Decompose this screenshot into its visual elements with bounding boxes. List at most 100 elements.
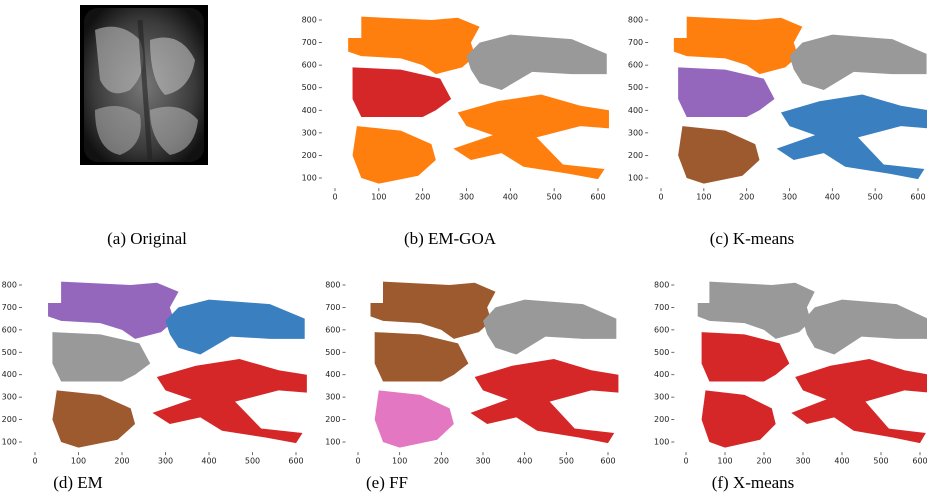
y-tick-label: 200 <box>2 415 17 424</box>
x-tick-label: 100 <box>696 193 711 202</box>
x-tick-label: 100 <box>392 457 407 466</box>
y-tick-label: 100 <box>628 174 643 183</box>
y-tick-label: 300 <box>654 393 669 402</box>
y-tick-label: 300 <box>2 393 17 402</box>
segment-region <box>348 16 480 75</box>
x-tick-label: 500 <box>245 457 260 466</box>
y-tick-label: 500 <box>654 348 669 357</box>
x-tick-label: 0 <box>683 457 688 466</box>
y-tick-label: 800 <box>628 16 643 25</box>
caption: (d) EM <box>53 473 103 492</box>
segment-region <box>673 16 803 75</box>
segment-region <box>52 390 136 448</box>
y-tick-label: 400 <box>2 370 17 379</box>
y-tick-label: 500 <box>2 348 17 357</box>
x-tick-label: 200 <box>756 457 771 466</box>
x-tick-label: 600 <box>590 193 605 202</box>
segment-region <box>352 67 452 118</box>
x-tick-label: 500 <box>873 457 888 466</box>
y-tick-label: 600 <box>654 325 669 334</box>
segment-region <box>678 67 775 118</box>
y-tick-label: 200 <box>628 151 643 160</box>
x-tick-label: 200 <box>434 457 449 466</box>
y-tick-label: 500 <box>325 348 340 357</box>
x-tick-label: 0 <box>355 457 360 466</box>
caption: (c) K-means <box>710 229 795 248</box>
y-tick-label: 100 <box>325 438 340 447</box>
segment-region <box>453 94 609 180</box>
segment-region <box>374 332 469 382</box>
y-tick-label: 300 <box>302 128 317 137</box>
segmentation-plot: 0 100 200 300 400 500 600 100 200 300 400 500 600 700… <box>628 16 927 202</box>
x-tick-label: 600 <box>288 457 303 466</box>
y-tick-label: 800 <box>654 281 669 290</box>
y-tick-label: 200 <box>654 415 669 424</box>
x-tick-label: 600 <box>910 193 925 202</box>
original-image <box>80 5 208 165</box>
segment-region <box>791 359 927 444</box>
y-tick-label: 300 <box>628 128 643 137</box>
x-tick-label: 200 <box>739 193 754 202</box>
y-tick-label: 700 <box>628 38 643 47</box>
y-tick-label: 100 <box>302 174 317 183</box>
y-tick-label: 400 <box>654 370 669 379</box>
segmentation-plot: 0 100 200 300 400 500 600 100 200 300 400 500 600 700… <box>2 281 307 466</box>
y-tick-label: 400 <box>302 106 317 115</box>
y-tick-label: 300 <box>325 393 340 402</box>
segment-region <box>466 34 607 90</box>
y-tick-label: 700 <box>302 38 317 47</box>
segment-region <box>483 299 617 355</box>
x-tick-label: 600 <box>912 457 927 466</box>
y-tick-label: 800 <box>325 281 340 290</box>
y-tick-label: 700 <box>654 303 669 312</box>
x-tick-label: 500 <box>559 457 574 466</box>
y-tick-label: 400 <box>325 370 340 379</box>
x-tick-label: 300 <box>459 193 474 202</box>
x-tick-label: 300 <box>475 457 490 466</box>
y-tick-label: 500 <box>628 83 643 92</box>
x-tick-label: 400 <box>201 457 216 466</box>
x-tick-label: 0 <box>658 193 663 202</box>
segment-region <box>165 299 305 355</box>
x-tick-label: 500 <box>868 193 883 202</box>
segment-region <box>803 299 927 355</box>
segment-region <box>776 94 927 180</box>
x-tick-label: 100 <box>371 193 386 202</box>
y-tick-label: 700 <box>2 303 17 312</box>
segmentation-plot: 0 100 200 300 400 500 600 100 200 300 400 500 600 700… <box>325 281 619 466</box>
y-tick-label: 800 <box>302 16 317 25</box>
segment-region <box>701 332 790 382</box>
x-tick-label: 200 <box>415 193 430 202</box>
y-tick-label: 800 <box>2 281 17 290</box>
x-tick-label: 300 <box>782 193 797 202</box>
x-tick-label: 200 <box>114 457 129 466</box>
x-tick-label: 300 <box>158 457 173 466</box>
y-tick-label: 400 <box>628 106 643 115</box>
x-tick-label: 0 <box>332 193 337 202</box>
x-tick-label: 400 <box>517 457 532 466</box>
segmentation-plot: 0 100 200 300 400 500 600 100 200 300 400 500 600 700… <box>302 16 609 202</box>
segment-region <box>678 126 760 184</box>
caption: (b) EM-GOA <box>404 229 497 248</box>
segment-region <box>701 390 776 448</box>
segment-region <box>697 281 815 339</box>
segment-region <box>52 332 151 382</box>
x-tick-label: 0 <box>32 457 37 466</box>
x-tick-label: 400 <box>503 193 518 202</box>
y-tick-label: 600 <box>2 325 17 334</box>
x-tick-label: 400 <box>825 193 840 202</box>
caption: (e) FF <box>366 473 408 492</box>
segment-region <box>352 126 436 184</box>
y-tick-label: 100 <box>2 438 17 447</box>
caption: (a) Original <box>107 229 187 248</box>
x-tick-label: 100 <box>71 457 86 466</box>
segmentation-plot: 0 100 200 300 400 500 600 100 200 300 400 500 600 700… <box>654 281 927 466</box>
segment-region <box>370 281 496 339</box>
segment-region <box>374 390 454 448</box>
segment-region <box>48 281 179 339</box>
x-tick-label: 400 <box>834 457 849 466</box>
segment-region <box>152 359 307 444</box>
segment-region <box>470 359 619 444</box>
y-tick-label: 100 <box>654 438 669 447</box>
